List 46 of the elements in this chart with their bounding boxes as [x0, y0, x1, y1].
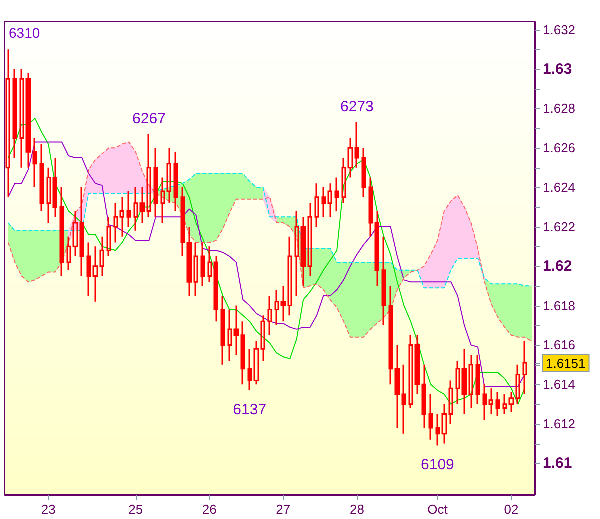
y-tick-label: 1.618 — [543, 298, 576, 314]
y-tick-label: 1.61 — [543, 454, 572, 472]
y-tick-label: 1.63 — [543, 60, 572, 78]
candlestick — [126, 190, 132, 228]
candlestick — [362, 147, 366, 198]
y-tick-label: 1.616 — [543, 338, 576, 353]
candlestick — [334, 176, 340, 212]
y-tick-label: 1.612 — [543, 416, 576, 432]
candlestick — [496, 392, 500, 417]
candlestick — [476, 354, 480, 406]
candlestick — [220, 295, 226, 366]
candlestick — [40, 143, 44, 212]
annotation: 6267 — [132, 110, 166, 128]
y-tick-label: 1.622 — [543, 219, 576, 234]
annotation: 6109 — [421, 456, 454, 474]
candlestick — [314, 182, 320, 228]
candlestick — [268, 295, 272, 336]
annotation: 6310 — [9, 25, 40, 41]
x-tick-label: 27 — [276, 502, 291, 517]
candlestick — [60, 186, 64, 277]
line-series — [8, 142, 532, 342]
candlestick — [6, 48, 10, 198]
y-tick-label: 1.614 — [543, 377, 576, 392]
y-tick-label: 1.632 — [543, 22, 576, 38]
candlestick — [12, 68, 18, 159]
annotation: 6137 — [233, 402, 267, 419]
candlestick — [200, 242, 206, 287]
y-tick-label: 1.628 — [543, 101, 576, 116]
x-tick-label: 02 — [504, 502, 519, 517]
y-tick-label: 1.624 — [543, 180, 576, 196]
y-tick-label: 1.62 — [543, 258, 572, 275]
x-tick-label: 23 — [41, 502, 56, 517]
y-tick-label: 1.6151 — [546, 356, 586, 371]
candlestick — [106, 216, 112, 258]
annotation: 6273 — [340, 98, 374, 116]
candlestick — [522, 340, 528, 396]
x-tick-label: 25 — [128, 502, 144, 517]
candlestick — [428, 394, 434, 441]
x-tick-label: 28 — [350, 502, 364, 517]
x-tick-label: Oct — [428, 502, 448, 517]
candlestick — [382, 236, 386, 326]
x-tick-label: 26 — [202, 502, 217, 517]
line-series — [8, 173, 532, 289]
candlestick — [174, 151, 178, 212]
y-tick-label: 1.626 — [543, 140, 576, 156]
candlestick — [154, 147, 158, 218]
